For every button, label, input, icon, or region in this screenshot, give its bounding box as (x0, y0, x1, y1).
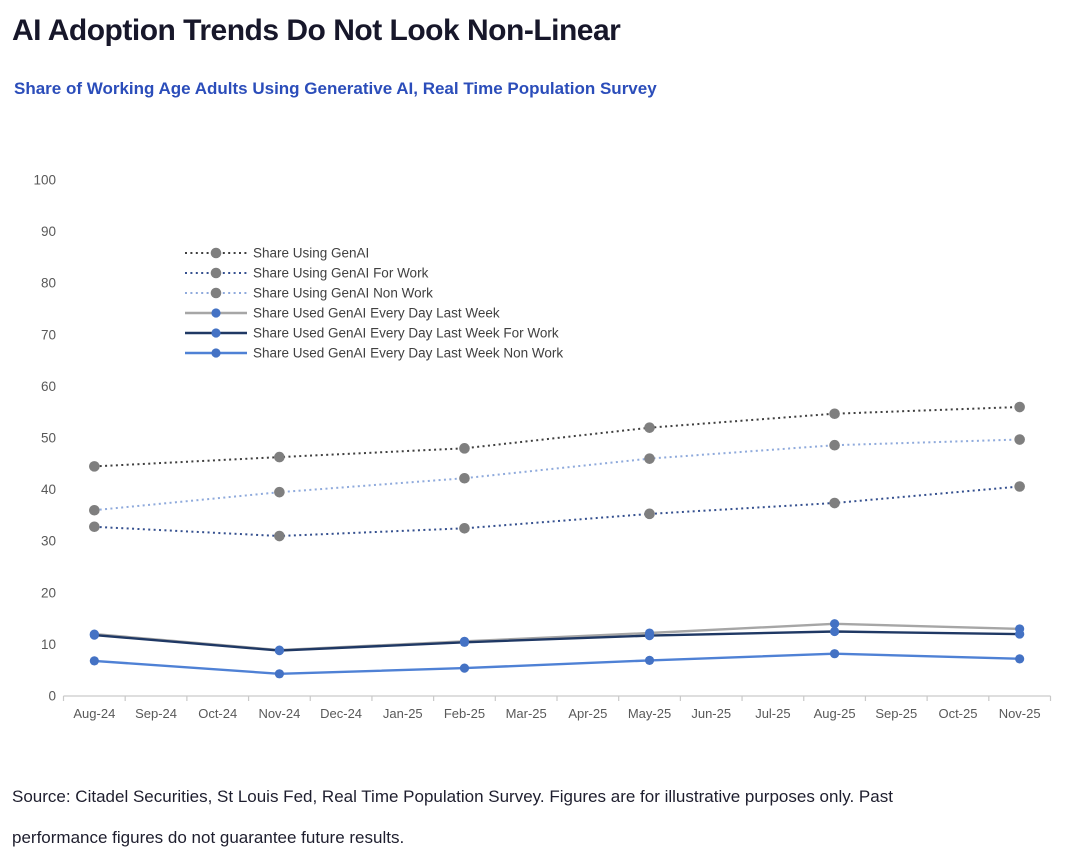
chart-legend: Share Using GenAI Share Using GenAI For W… (185, 246, 563, 361)
data-point (89, 630, 99, 640)
data-point (644, 508, 655, 520)
data-point (644, 631, 655, 641)
legend-item-share-using-genai-for-work: Share Using GenAI For Work (185, 266, 429, 281)
legend-swatch-marker (211, 308, 221, 318)
x-tick-label: Jun-25 (691, 706, 731, 721)
x-tick-label: Oct-24 (198, 706, 237, 721)
data-point (829, 408, 840, 420)
y-tick-label: 80 (41, 276, 56, 291)
data-point (644, 453, 655, 464)
page-subtitle: Share of Working Age Adults Using Genera… (14, 79, 657, 98)
x-tick-label: Sep-25 (875, 706, 917, 721)
legend-item-share-used-genai-every-day-last-week-non-work: Share Used GenAI Every Day Last Week Non… (185, 346, 563, 361)
legend-label: Share Used GenAI Every Day Last Week (253, 306, 500, 321)
y-tick-label: 50 (41, 431, 56, 446)
legend-swatch-marker (210, 247, 222, 259)
y-tick-label: 100 (33, 173, 56, 188)
series-share-using-genai (89, 401, 1025, 472)
data-point (459, 472, 470, 484)
legend-swatch-marker (211, 328, 221, 338)
series-line (94, 406, 1020, 468)
x-tick-label: Nov-25 (999, 706, 1041, 721)
y-tick-label: 60 (41, 379, 56, 394)
data-point (274, 486, 285, 498)
series-line (94, 438, 1020, 512)
y-tick-label: 10 (41, 637, 56, 652)
data-point (274, 645, 285, 656)
data-point (459, 637, 470, 647)
page-title: AI Adoption Trends Do Not Look Non-Linea… (12, 14, 621, 47)
legend-label: Share Using GenAI (253, 246, 369, 261)
data-point (829, 626, 840, 637)
data-point (89, 504, 100, 516)
y-tick-label: 70 (41, 327, 56, 342)
data-point (459, 663, 470, 673)
source-note-line1: Source: Citadel Securities, St Louis Fed… (12, 787, 893, 806)
series-share-used-genai-every-day-last-week-for-work (89, 626, 1025, 656)
x-tick-label: Aug-24 (73, 706, 115, 721)
series-share-using-genai-for-work (89, 481, 1025, 542)
data-point (274, 530, 285, 542)
legend-label: Share Using GenAI For Work (253, 266, 429, 281)
y-tick-label: 30 (41, 534, 56, 549)
legend-label: Share Used GenAI Every Day Last Week Non… (253, 346, 563, 361)
data-point (459, 443, 470, 454)
x-tick-label: Dec-24 (320, 706, 362, 721)
y-tick-label: 90 (41, 224, 56, 239)
x-axis-ticks (62, 696, 1052, 701)
line-chart: 0 10 20 30 40 50 60 70 80 90 100 Aug-24 Sep-24 Oct-24… (33, 173, 1052, 721)
series-line (94, 652, 1020, 676)
legend-item-share-using-genai: Share Using GenAI (185, 246, 369, 261)
data-point (829, 439, 840, 451)
x-tick-label: Apr-25 (568, 706, 607, 721)
data-point (644, 422, 655, 433)
x-tick-label: Oct-25 (938, 706, 977, 721)
data-point (1014, 481, 1025, 492)
data-point (1015, 654, 1025, 664)
data-point (459, 523, 470, 534)
y-axis-labels: 0 10 20 30 40 50 60 70 80 90 100 (33, 173, 56, 704)
data-point (274, 669, 285, 679)
data-point (89, 656, 99, 666)
x-tick-label: Nov-24 (258, 706, 300, 721)
series-share-used-genai-every-day-last-week-non-work (89, 649, 1025, 679)
data-point (829, 649, 840, 659)
data-point (1015, 629, 1025, 639)
legend-item-share-using-genai-non-work: Share Using GenAI Non Work (185, 286, 433, 301)
series-line (94, 485, 1020, 538)
legend-item-share-used-genai-every-day-last-week: Share Used GenAI Every Day Last Week (185, 306, 500, 321)
y-tick-label: 40 (41, 482, 56, 497)
x-axis-labels: Aug-24 Sep-24 Oct-24 Nov-24 Dec-24 Jan-25 Feb-… (73, 706, 1040, 721)
data-point (1014, 434, 1025, 445)
legend-swatch-marker (211, 348, 221, 358)
x-tick-label: Feb-25 (444, 706, 485, 721)
data-point (1014, 401, 1025, 413)
x-tick-label: Jul-25 (755, 706, 790, 721)
series-share-used-genai-every-day-last-week (89, 619, 1025, 655)
legend-item-share-used-genai-every-day-last-week-for-work: Share Used GenAI Every Day Last Week For… (185, 326, 559, 341)
data-point (829, 619, 840, 629)
series-share-using-genai-non-work (89, 434, 1025, 516)
y-tick-label: 20 (41, 585, 56, 600)
x-tick-label: May-25 (628, 706, 671, 721)
source-note: Source: Citadel Securities, St Louis Fed… (12, 776, 1072, 853)
series-line (94, 630, 1020, 652)
data-point (89, 521, 100, 533)
x-tick-label: Jan-25 (383, 706, 423, 721)
source-note-line2: performance figures do not guarantee fut… (12, 828, 405, 847)
x-tick-label: Mar-25 (506, 706, 547, 721)
legend-swatch-marker (210, 287, 222, 299)
y-tick-label: 0 (48, 689, 56, 704)
legend-swatch-marker (210, 267, 222, 279)
legend-label: Share Used GenAI Every Day Last Week For… (253, 326, 559, 341)
x-tick-label: Sep-24 (135, 706, 177, 721)
legend-label: Share Using GenAI Non Work (253, 286, 433, 301)
data-point (829, 497, 840, 509)
data-point (89, 461, 100, 472)
x-tick-label: Aug-25 (814, 706, 856, 721)
data-point (274, 451, 285, 463)
data-point (644, 655, 655, 665)
